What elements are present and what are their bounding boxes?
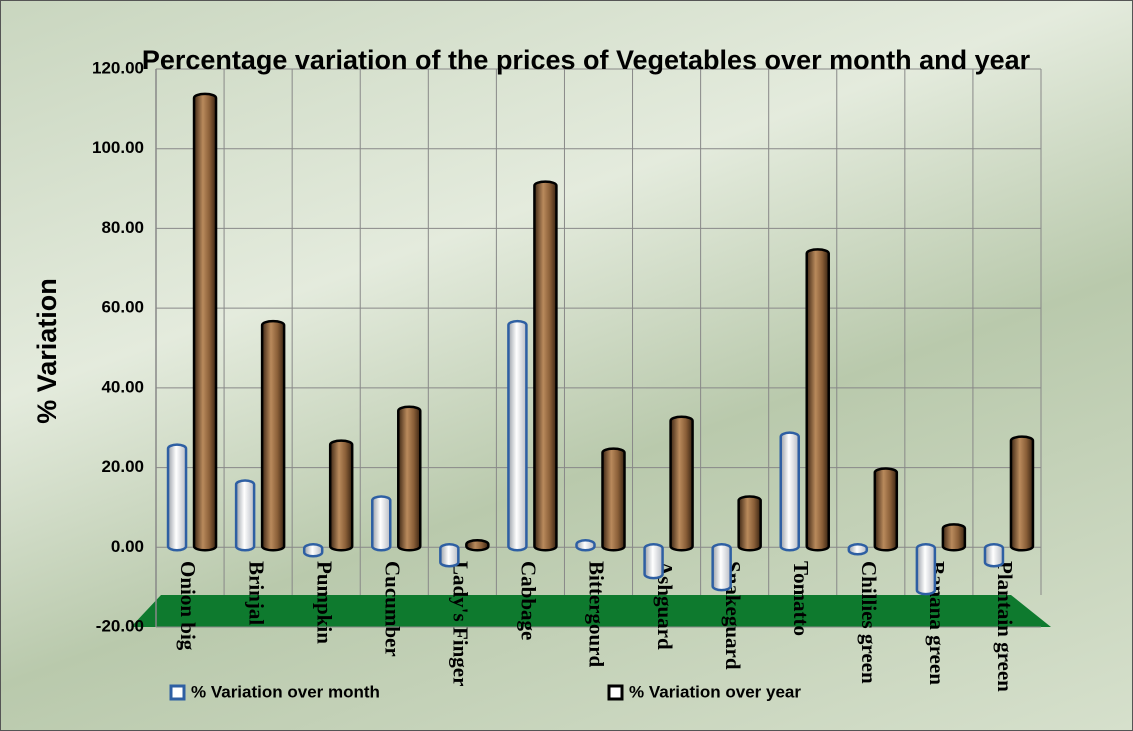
y-tick-label: 0.00 [111,537,144,556]
x-tick-label: Tomatto [789,561,813,636]
legend-swatch [169,684,186,701]
bar [465,539,490,552]
chart-title: Percentage variation of the prices of Ve… [141,45,1031,75]
x-tick-label: Brinjal [244,561,268,625]
y-tick-label: 40.00 [101,377,144,396]
x-tick-label: Plantain green [993,561,1017,692]
legend-label: % Variation over year [629,682,801,701]
bar [711,543,732,592]
bar [328,439,354,552]
bar [507,319,528,552]
y-tick-label: 20.00 [101,457,144,476]
bar [737,495,762,552]
bar [302,543,324,558]
x-tick-label: Onion big [176,561,200,651]
x-tick-label: Chillies green [857,561,881,684]
y-tick-label: 100.00 [92,138,144,157]
bar [192,92,218,552]
bar [575,539,596,552]
bar [166,443,188,552]
bar [439,543,460,568]
x-tick-label: Lady's Finger [449,561,473,686]
bar [847,543,869,556]
bar [643,543,664,580]
bar [941,523,967,552]
y-tick-label: 80.00 [101,218,144,237]
bar [397,405,422,552]
bar [915,543,937,596]
bar [533,180,558,552]
y-tick-label: 60.00 [101,298,144,317]
bar [805,248,830,552]
bar [1009,435,1035,552]
bar [371,495,392,552]
bar [983,543,1005,568]
bar [669,415,694,552]
y-tick-label: 120.00 [92,58,144,77]
legend-label: % Variation over month [191,682,380,701]
x-tick-label: Cucumber [380,561,404,657]
x-tick-label: Bittergourd [585,561,609,667]
bar [779,431,800,552]
x-tick-label: Pumpkin [312,561,336,644]
y-axis-label: % Variation [32,278,62,424]
floor [131,595,1051,627]
y-tick-label: -20.00 [96,616,144,635]
legend-swatch [607,684,624,701]
x-tick-label: Cabbage [517,561,541,640]
bar [601,447,626,552]
bar [873,467,899,552]
bar [234,479,256,552]
bar [260,319,286,552]
